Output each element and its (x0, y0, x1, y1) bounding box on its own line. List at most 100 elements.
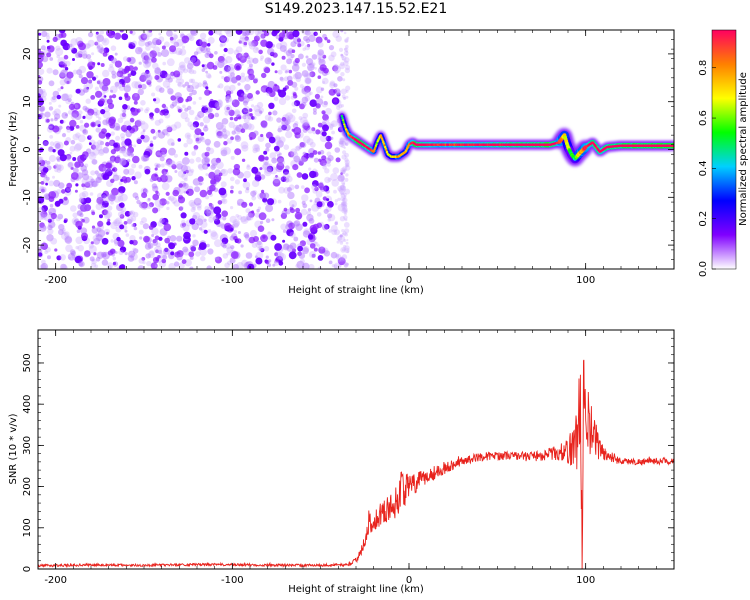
noise-blob (193, 197, 202, 206)
noise-blob (64, 67, 69, 71)
noise-blob (305, 55, 309, 59)
noise-blob (339, 140, 344, 145)
noise-blob (257, 192, 265, 200)
noise-blob (101, 204, 105, 209)
noise-blob (128, 210, 136, 217)
noise-blob (242, 181, 251, 189)
noise-blob (40, 45, 46, 51)
noise-blob (158, 236, 163, 241)
noise-blob (70, 172, 79, 180)
noise-blob (233, 229, 238, 234)
noise-blob (313, 157, 319, 163)
noise-blob (224, 222, 232, 231)
noise-blob (244, 36, 249, 41)
noise-blob (114, 60, 122, 68)
noise-blob (324, 37, 328, 41)
noise-blob (191, 89, 197, 96)
noise-blob (226, 106, 230, 111)
noise-blob (216, 161, 224, 170)
noise-blob (311, 184, 318, 191)
noise-blob (62, 132, 66, 137)
noise-blob (247, 263, 255, 269)
noise-blob (227, 63, 235, 71)
noise-blob (67, 162, 73, 168)
noise-blob (137, 88, 144, 96)
noise-blob (238, 190, 243, 195)
noise-blob (204, 89, 211, 96)
noise-blob (260, 133, 264, 138)
noise-blob (235, 75, 242, 81)
noise-blob (267, 80, 275, 89)
ridge-point (341, 119, 345, 122)
noise-blob (245, 88, 249, 93)
noise-blob (192, 70, 197, 75)
noise-blob (332, 65, 339, 72)
noise-blob (139, 220, 144, 225)
noise-blob (258, 49, 263, 55)
noise-blob (110, 239, 114, 243)
noise-blob (160, 163, 165, 168)
noise-blob (52, 149, 56, 153)
noise-blob (188, 199, 196, 207)
noise-blob (261, 72, 267, 79)
noise-blob (283, 76, 289, 82)
noise-blob (132, 223, 136, 227)
noise-blob (92, 76, 97, 81)
noise-blob (294, 57, 300, 64)
noise-blob (242, 115, 247, 120)
noise-blob (298, 53, 304, 60)
noise-blob (214, 257, 218, 261)
noise-blob (302, 112, 309, 119)
noise-blob (223, 47, 228, 53)
noise-blob (188, 34, 195, 42)
noise-blob (193, 145, 199, 150)
noise-blob (75, 132, 81, 138)
noise-blob (84, 155, 88, 159)
noise-blob (258, 248, 262, 252)
noise-blob (101, 200, 109, 208)
noise-blob (267, 47, 275, 56)
noise-blob (327, 201, 334, 208)
noise-blob (95, 203, 103, 211)
noise-blob (64, 235, 72, 243)
noise-blob (291, 108, 297, 114)
noise-blob (309, 141, 316, 148)
noise-blob (215, 256, 220, 261)
noise-blob (267, 116, 274, 122)
noise-blob (240, 216, 247, 223)
noise-blob (146, 79, 152, 85)
noise-blob (95, 144, 103, 152)
noise-blob (112, 261, 119, 267)
noise-blob (254, 30, 260, 36)
noise-blob (295, 223, 303, 231)
noise-blob (342, 58, 344, 61)
noise-blob (314, 186, 319, 192)
noise-blob (283, 243, 290, 250)
noise-blob (291, 204, 295, 208)
noise-blob (82, 105, 88, 111)
noise-blob (235, 134, 239, 138)
noise-blob (137, 265, 145, 269)
noise-blob (223, 65, 231, 73)
noise-blob (127, 153, 131, 157)
noise-blob (195, 251, 201, 257)
noise-blob (60, 231, 69, 240)
noise-blob (209, 203, 214, 209)
noise-blob (156, 151, 160, 156)
noise-blob (57, 87, 61, 92)
noise-blob (78, 110, 83, 115)
noise-blob (309, 199, 313, 203)
noise-blob (64, 236, 73, 244)
noise-blob (328, 229, 332, 233)
noise-blob (301, 62, 306, 67)
noise-blob (146, 260, 152, 267)
noise-blob (101, 92, 106, 96)
noise-blob (154, 235, 160, 241)
noise-blob (257, 206, 262, 210)
noise-blob (256, 101, 264, 109)
noise-blob (88, 142, 92, 146)
noise-blob (220, 147, 228, 155)
noise-blob (171, 101, 177, 107)
noise-blob (68, 94, 73, 99)
